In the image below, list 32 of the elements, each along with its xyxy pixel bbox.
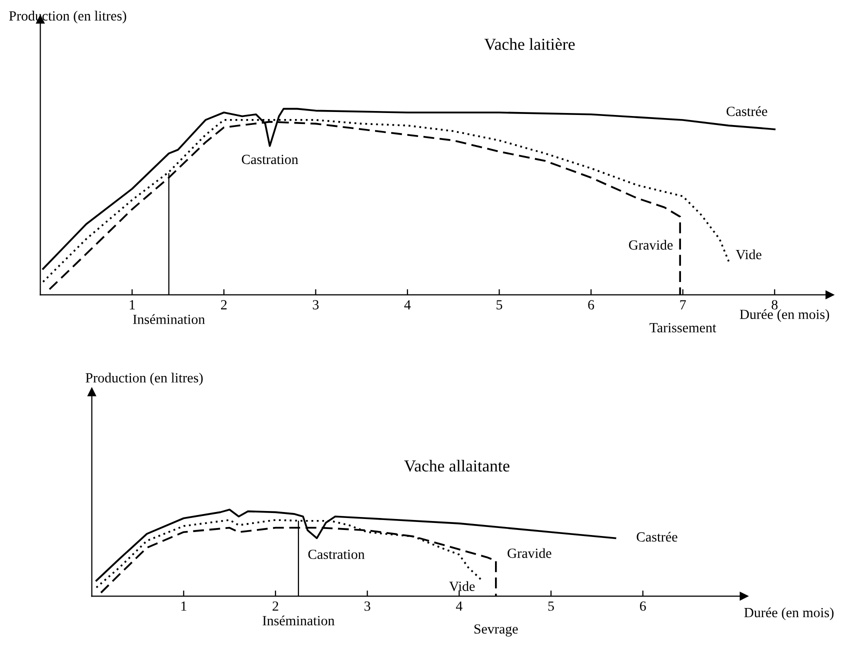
x-tick-label: 5 — [548, 602, 554, 611]
annotation: Castration — [308, 550, 365, 560]
series-label: Gravide — [508, 548, 552, 558]
ref-line-label: Insémination — [133, 314, 205, 324]
x-tick-label: 8 — [772, 300, 778, 310]
y-axis-title: Production (en litres) — [9, 10, 126, 24]
x-tick-label: 6 — [588, 300, 594, 310]
x-tick-label: 7 — [680, 300, 686, 310]
x-tick-label: 5 — [496, 300, 502, 310]
x-tick-label: 1 — [130, 300, 135, 310]
series-label: Castrée — [726, 106, 768, 116]
y-axis-title: Production (en litres) — [86, 372, 203, 386]
series-label: Castrée — [636, 532, 678, 542]
x-tick-label: 1 — [181, 601, 186, 611]
x-axis-title: Durée (en mois) — [744, 608, 834, 620]
x-tick-label: 4 — [456, 602, 462, 611]
chart-title: Vache laitière — [484, 38, 575, 50]
ref-line-label: Insémination — [262, 616, 334, 626]
annotation: Sevrage — [474, 624, 518, 637]
series-label: Gravide — [628, 240, 673, 250]
chart-title: Vache allaitante — [404, 460, 510, 472]
x-tick-label: 4 — [404, 300, 411, 310]
x-tick-label: 3 — [312, 300, 319, 310]
x-tick-label: 2 — [221, 300, 227, 310]
x-axis-title: Durée (en mois) — [740, 309, 830, 322]
annotation: Tarissement — [650, 323, 716, 332]
x-tick-label: 3 — [364, 601, 370, 611]
annotation: Castration — [242, 154, 298, 164]
series-label: Vide — [736, 250, 762, 260]
x-tick-label: 6 — [640, 601, 646, 611]
series-label: Vide — [449, 581, 475, 592]
x-tick-label: 2 — [272, 601, 278, 611]
